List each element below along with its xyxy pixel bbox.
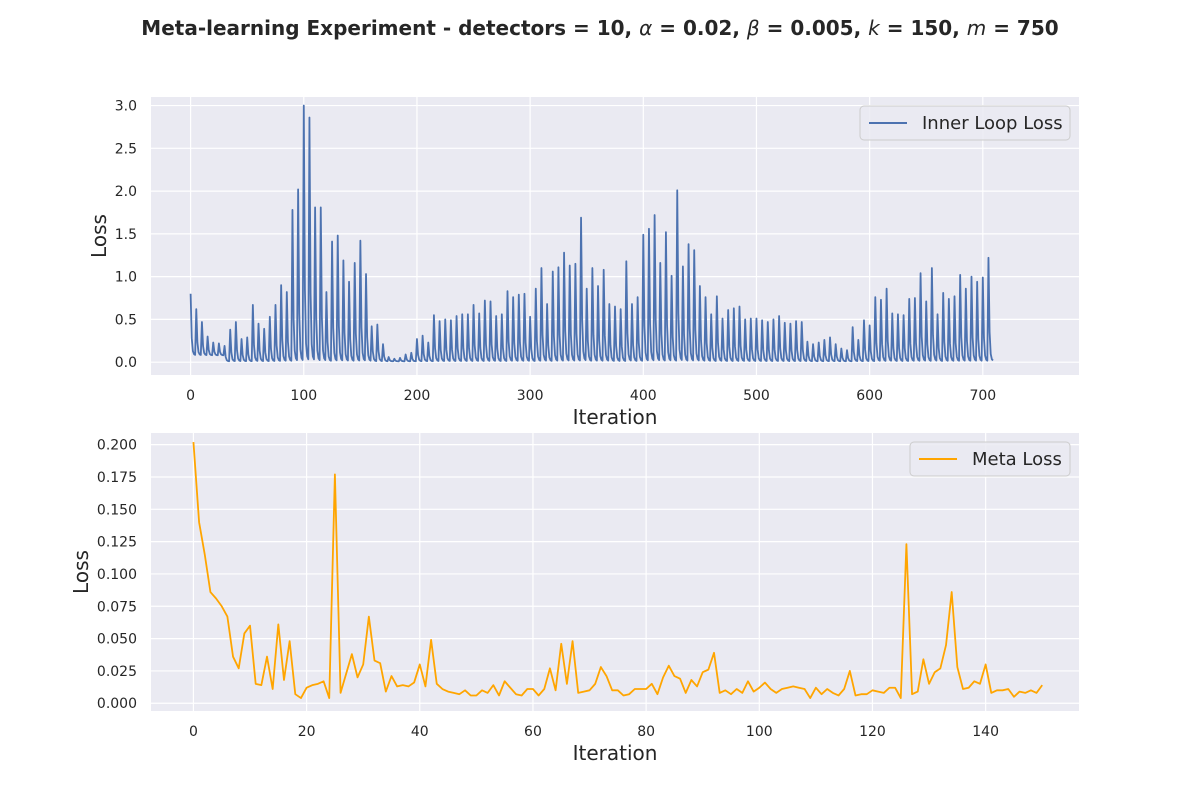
title-part: k — [868, 16, 881, 40]
title-part: = 150, — [880, 16, 967, 40]
legend-label: Inner Loop Loss — [922, 113, 1063, 134]
x-tick-label: 100 — [746, 724, 773, 740]
title-part: = 750 — [986, 16, 1058, 40]
y-tick-label: 0.000 — [97, 696, 137, 712]
x-tick-label: 500 — [743, 388, 770, 404]
y-tick-label: 3.0 — [115, 99, 137, 115]
title-part: β — [746, 16, 760, 40]
y-tick-label: 0.075 — [97, 599, 137, 615]
x-tick-label: 0 — [189, 724, 198, 740]
x-tick-label: 120 — [859, 724, 886, 740]
x-tick-label: 700 — [969, 388, 996, 404]
legend: Meta Loss — [909, 441, 1071, 477]
x-tick-label: 300 — [517, 388, 544, 404]
legend-box — [909, 441, 1071, 477]
y-tick-label: 0.0 — [115, 355, 137, 371]
inner-loop-loss-chart: 0 100 200 300 400 500 600 700 0.0 0.5 1.0 1.5 2.0 2.5… — [87, 97, 1079, 429]
legend-box — [859, 105, 1071, 141]
x-axis-label: Iteration — [573, 741, 658, 765]
y-tick-label: 1.0 — [115, 270, 137, 286]
y-axis-label: Loss — [87, 214, 111, 258]
meta-loss-chart: 0 20 40 60 80 100 120 140 0.000 0.025 0.050 0.075 0.… — [69, 433, 1079, 765]
series-line-inner-loop-loss — [189, 104, 994, 363]
title-part: α — [639, 16, 652, 40]
figure-title: Meta-learning Experiment - detectors = 1… — [141, 16, 1058, 40]
x-tick-label: 140 — [972, 724, 999, 740]
y-tick-label: 0.200 — [97, 438, 137, 454]
y-tick-label: 0.150 — [97, 502, 137, 518]
x-tick-label: 0 — [186, 388, 195, 404]
x-tick-label: 100 — [290, 388, 317, 404]
title-part: = 0.005, — [760, 16, 869, 40]
y-tick-label: 0.125 — [97, 535, 137, 551]
y-tick-label: 1.5 — [115, 227, 137, 243]
y-tick-label: 0.025 — [97, 664, 137, 680]
x-tick-label: 60 — [524, 724, 542, 740]
x-tick-label: 600 — [856, 388, 883, 404]
y-tick-label: 2.0 — [115, 184, 137, 200]
x-tick-label: 40 — [411, 724, 429, 740]
x-axis-label: Iteration — [573, 405, 658, 429]
y-tick-label: 0.175 — [97, 470, 137, 486]
y-tick-label: 0.100 — [97, 567, 137, 583]
y-axis-label: Loss — [69, 550, 93, 594]
legend: Inner Loop Loss — [859, 105, 1071, 141]
y-tick-label: 0.050 — [97, 632, 137, 648]
legend-label: Meta Loss — [972, 449, 1062, 470]
title-part: m — [967, 16, 986, 40]
y-tick-label: 2.5 — [115, 141, 137, 157]
x-tick-label: 20 — [298, 724, 316, 740]
title-part: Meta-learning Experiment - detectors = 1… — [141, 16, 639, 40]
x-tick-label: 200 — [404, 388, 431, 404]
title-part: = 0.02, — [652, 16, 747, 40]
x-tick-label: 80 — [637, 724, 655, 740]
series-line-meta-loss — [192, 441, 1043, 699]
y-tick-label: 0.5 — [115, 312, 137, 328]
x-tick-label: 400 — [630, 388, 657, 404]
